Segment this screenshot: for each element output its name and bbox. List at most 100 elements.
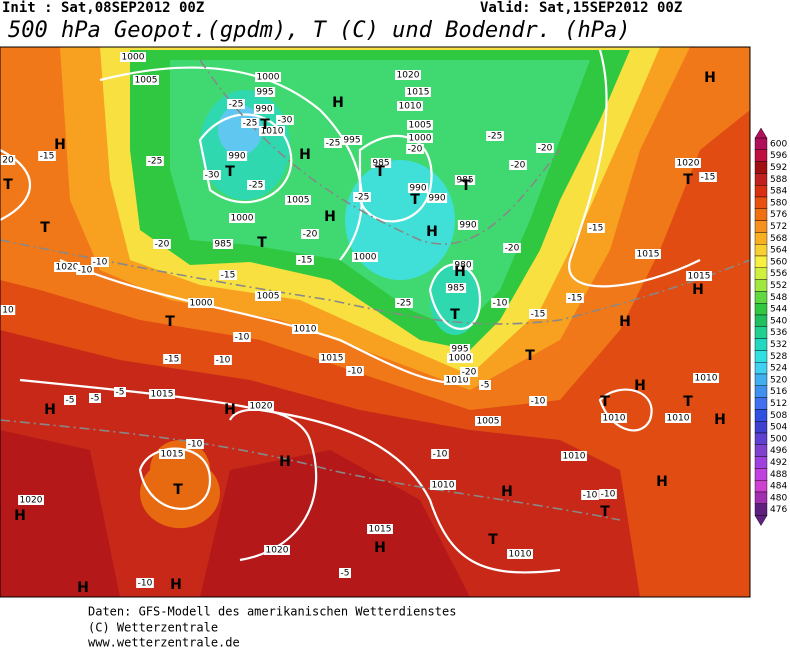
temperature-label-box bbox=[0, 305, 16, 315]
colorbar-label: 588 bbox=[770, 175, 787, 185]
isobar-label: 1010 bbox=[432, 481, 455, 491]
pressure-center: H bbox=[14, 508, 26, 524]
temperature-label-box bbox=[581, 490, 599, 500]
isobar-label: 1000 bbox=[231, 214, 254, 224]
colorbar-label: 568 bbox=[770, 234, 787, 244]
pressure-center: T bbox=[450, 307, 460, 323]
temperature-label-box bbox=[529, 396, 547, 406]
temperature-label: -25 bbox=[229, 100, 244, 110]
colorbar-label: 544 bbox=[770, 305, 787, 315]
isobar-label-box bbox=[159, 449, 185, 459]
isobar-label: 995 bbox=[256, 88, 273, 98]
temperature-label-box bbox=[479, 380, 491, 390]
isobar-label-box bbox=[426, 193, 448, 203]
colorbar-swatch bbox=[754, 350, 768, 363]
isobar-label-box bbox=[444, 375, 470, 385]
isobar-label-box bbox=[319, 353, 345, 363]
pressure-center: T bbox=[40, 220, 50, 236]
colorbar-swatch bbox=[754, 314, 768, 328]
colorbar-swatch bbox=[754, 220, 768, 233]
colorbar-swatch bbox=[754, 468, 768, 481]
temperature-label: -25 bbox=[488, 132, 503, 142]
temperature-label-box bbox=[91, 257, 109, 267]
isobar-label-box bbox=[367, 524, 393, 534]
temperature-label-box bbox=[406, 144, 424, 154]
pressure-center: H bbox=[44, 402, 56, 418]
colorbar-label: 540 bbox=[770, 316, 787, 326]
isobar-label-box bbox=[507, 549, 533, 559]
pressure-center: H bbox=[714, 412, 726, 428]
colorbar-swatch bbox=[754, 291, 768, 304]
temperature-label: -25 bbox=[249, 181, 264, 191]
colorbar-label: 480 bbox=[770, 493, 787, 503]
isobar-label: 1000 bbox=[122, 53, 145, 63]
temperature-label-box bbox=[587, 223, 605, 233]
isobar-label: 1010 bbox=[294, 325, 317, 335]
colorbar-label: 528 bbox=[770, 352, 787, 362]
isobar-label: 1020 bbox=[20, 496, 43, 506]
temperature-label: -15 bbox=[165, 355, 180, 365]
temperature-label: -30 bbox=[278, 116, 293, 126]
pressure-center: H bbox=[634, 378, 646, 394]
colorbar-label: 500 bbox=[770, 434, 787, 444]
isobar-label-box bbox=[405, 87, 431, 97]
temperature-label-box bbox=[219, 270, 237, 280]
isobar-label: 1010 bbox=[563, 452, 586, 462]
isobar-label: 1010 bbox=[603, 414, 626, 424]
temperature-label-box bbox=[296, 255, 314, 265]
temperature-label-box bbox=[233, 332, 251, 342]
isobar-label-box bbox=[449, 344, 471, 354]
isobar-label: 1000 bbox=[257, 73, 280, 83]
temperature-label-box bbox=[699, 172, 717, 182]
temperature-label: -10 bbox=[583, 491, 598, 501]
isobar-label: 990 bbox=[459, 221, 476, 231]
colorbar-swatch bbox=[754, 444, 768, 457]
isobar-label-box bbox=[457, 220, 479, 230]
colorbar-label: 592 bbox=[770, 163, 787, 173]
isobar-label: 1000 bbox=[190, 299, 213, 309]
map bbox=[0, 47, 750, 597]
isobar-label: 1020 bbox=[397, 71, 420, 81]
temperature-label-box bbox=[227, 99, 245, 109]
isobar-label-box bbox=[445, 283, 467, 293]
temperature-label: -5 bbox=[481, 381, 490, 391]
temperature-label: -5 bbox=[341, 569, 350, 579]
colorbar-label: 504 bbox=[770, 423, 787, 433]
isobar-label-box bbox=[452, 260, 474, 270]
isobar-label: 990 bbox=[228, 152, 245, 162]
temperature-label: -25 bbox=[397, 299, 412, 309]
temperature-label: -25 bbox=[148, 157, 163, 167]
temperature-label-box bbox=[276, 115, 294, 125]
temperature-label-box bbox=[460, 367, 478, 377]
pressure-center: T bbox=[410, 192, 420, 208]
temperature-label: -10 bbox=[235, 333, 250, 343]
isobar-label: 1000 bbox=[449, 354, 472, 364]
colorbar-swatch bbox=[754, 373, 768, 387]
temperature-label-box bbox=[64, 395, 76, 405]
pressure-center: H bbox=[619, 314, 631, 330]
isobar-label-box bbox=[248, 401, 274, 411]
colorbar-swatch bbox=[754, 480, 768, 493]
isobar-label: 1020 bbox=[677, 159, 700, 169]
pressure-center: H bbox=[454, 264, 466, 280]
isobar-label-box bbox=[255, 72, 281, 82]
colorbar-label: 572 bbox=[770, 222, 787, 232]
colorbar-swatch bbox=[754, 137, 768, 151]
isobar-label: 980 bbox=[454, 261, 471, 271]
isobar-label: 1010 bbox=[509, 550, 532, 560]
pressure-center: T bbox=[600, 504, 610, 520]
pressure-center: T bbox=[375, 164, 385, 180]
isobar-label: 1020 bbox=[250, 402, 273, 412]
temperature-label-box bbox=[431, 449, 449, 459]
pressure-center: H bbox=[692, 282, 704, 298]
isobar-label-box bbox=[675, 158, 701, 168]
temperature-label-box bbox=[395, 298, 413, 308]
colorbar-swatch bbox=[754, 503, 768, 516]
temperature-label: -25 bbox=[243, 119, 258, 129]
colorbar-label: 580 bbox=[770, 198, 787, 208]
temperature-label-box bbox=[324, 138, 342, 148]
pressure-center: H bbox=[426, 224, 438, 240]
colorbar-swatch bbox=[754, 149, 768, 162]
isobar-label: 985 bbox=[372, 159, 389, 169]
isobar-label-box bbox=[430, 480, 456, 490]
